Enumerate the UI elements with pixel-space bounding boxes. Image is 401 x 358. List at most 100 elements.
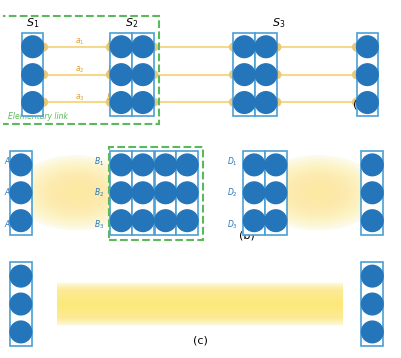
Text: $A_3$: $A_3$ bbox=[4, 218, 15, 231]
Text: $S_3$: $S_3$ bbox=[271, 16, 285, 30]
Circle shape bbox=[229, 71, 237, 79]
Circle shape bbox=[264, 154, 286, 176]
Bar bbox=[57, 284, 342, 324]
Circle shape bbox=[243, 210, 264, 232]
Circle shape bbox=[110, 182, 132, 204]
Circle shape bbox=[106, 43, 114, 51]
Ellipse shape bbox=[13, 155, 141, 230]
Text: $A_2$: $A_2$ bbox=[4, 187, 14, 199]
Circle shape bbox=[150, 71, 157, 79]
Text: $D_3$: $D_3$ bbox=[226, 218, 237, 231]
Bar bbox=[110, 33, 132, 116]
Bar bbox=[243, 151, 264, 234]
Circle shape bbox=[132, 182, 153, 204]
Ellipse shape bbox=[24, 161, 130, 224]
Circle shape bbox=[150, 43, 157, 51]
Text: $C_3$: $C_3$ bbox=[188, 218, 198, 231]
Bar bbox=[57, 297, 342, 311]
Bar bbox=[57, 292, 342, 316]
Circle shape bbox=[360, 265, 382, 287]
Text: $a_1$: $a_1$ bbox=[75, 37, 85, 47]
Text: Elementary link: Elementary link bbox=[8, 112, 68, 121]
Bar bbox=[132, 151, 153, 234]
Bar bbox=[110, 151, 132, 234]
Text: ES: ES bbox=[131, 228, 140, 237]
Ellipse shape bbox=[19, 159, 134, 227]
Circle shape bbox=[352, 98, 360, 106]
Bar bbox=[57, 285, 342, 324]
Text: $S_2$: $S_2$ bbox=[125, 16, 138, 30]
Bar bbox=[360, 151, 382, 234]
Bar bbox=[57, 286, 342, 322]
Bar bbox=[57, 294, 342, 314]
Circle shape bbox=[10, 321, 32, 343]
Circle shape bbox=[360, 210, 382, 232]
Text: $B_3$: $B_3$ bbox=[94, 218, 104, 231]
Circle shape bbox=[176, 210, 198, 232]
Ellipse shape bbox=[260, 159, 375, 227]
Circle shape bbox=[110, 210, 132, 232]
Circle shape bbox=[110, 92, 132, 113]
Circle shape bbox=[22, 36, 43, 58]
Circle shape bbox=[176, 154, 198, 176]
Circle shape bbox=[360, 293, 382, 315]
Circle shape bbox=[110, 36, 132, 58]
Bar bbox=[57, 296, 342, 312]
Bar bbox=[57, 302, 342, 306]
Circle shape bbox=[233, 92, 255, 113]
Circle shape bbox=[154, 182, 176, 204]
Circle shape bbox=[10, 293, 32, 315]
Circle shape bbox=[233, 64, 255, 86]
Bar bbox=[57, 303, 342, 306]
Circle shape bbox=[264, 182, 286, 204]
Text: $C_1$: $C_1$ bbox=[188, 155, 198, 168]
Bar bbox=[57, 300, 342, 308]
Text: $S_1$: $S_1$ bbox=[26, 16, 39, 30]
Circle shape bbox=[39, 98, 47, 106]
Circle shape bbox=[132, 154, 153, 176]
Circle shape bbox=[243, 154, 264, 176]
Circle shape bbox=[132, 36, 153, 58]
Circle shape bbox=[356, 36, 377, 58]
Ellipse shape bbox=[264, 161, 371, 224]
Circle shape bbox=[132, 92, 153, 113]
Text: $b_3$: $b_3$ bbox=[106, 91, 116, 103]
Ellipse shape bbox=[256, 156, 379, 229]
Bar bbox=[356, 33, 377, 116]
Bar bbox=[57, 288, 342, 320]
Ellipse shape bbox=[15, 156, 138, 229]
Bar bbox=[57, 286, 342, 323]
Bar bbox=[57, 283, 342, 325]
Circle shape bbox=[132, 210, 153, 232]
Circle shape bbox=[352, 71, 360, 79]
Bar bbox=[233, 33, 255, 116]
Bar bbox=[57, 290, 342, 318]
Bar bbox=[57, 289, 342, 319]
Circle shape bbox=[132, 64, 153, 86]
Circle shape bbox=[272, 98, 280, 106]
Bar bbox=[57, 282, 342, 326]
Circle shape bbox=[255, 92, 276, 113]
Bar bbox=[57, 287, 342, 321]
Circle shape bbox=[39, 43, 47, 51]
Circle shape bbox=[10, 154, 32, 176]
Bar bbox=[22, 33, 43, 116]
Circle shape bbox=[233, 36, 255, 58]
Text: $b_2$: $b_2$ bbox=[106, 63, 116, 76]
Bar bbox=[57, 284, 342, 325]
Bar bbox=[57, 291, 342, 316]
Circle shape bbox=[110, 154, 132, 176]
Circle shape bbox=[264, 210, 286, 232]
Circle shape bbox=[22, 64, 43, 86]
Bar bbox=[57, 304, 342, 305]
Bar bbox=[132, 33, 153, 116]
Circle shape bbox=[154, 154, 176, 176]
Circle shape bbox=[356, 92, 377, 113]
Ellipse shape bbox=[253, 155, 381, 230]
Circle shape bbox=[10, 210, 32, 232]
Bar bbox=[360, 262, 382, 346]
Bar bbox=[57, 287, 342, 321]
Circle shape bbox=[10, 265, 32, 287]
Text: $b_1$: $b_1$ bbox=[106, 36, 116, 48]
Circle shape bbox=[243, 182, 264, 204]
